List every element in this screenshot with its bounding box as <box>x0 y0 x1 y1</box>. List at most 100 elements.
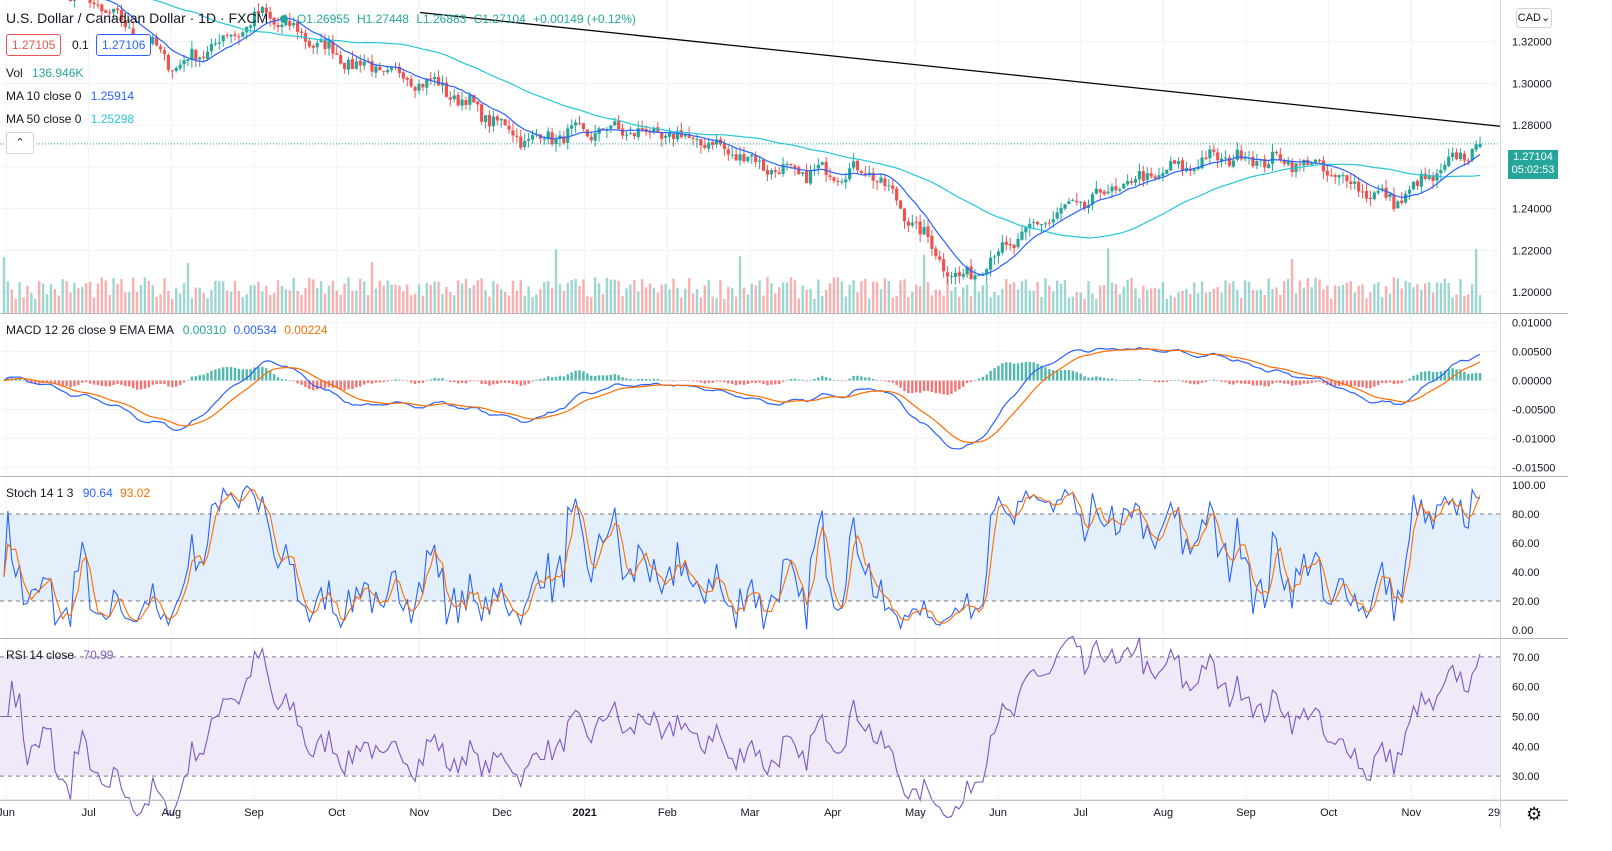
volume-bar <box>453 295 456 313</box>
candle-body <box>1427 175 1431 180</box>
volume-bar <box>159 294 162 313</box>
macd-histogram-bar <box>304 380 307 388</box>
macd-histogram-bar <box>225 366 229 381</box>
candle-body <box>182 60 186 65</box>
volume-bar <box>1204 292 1208 313</box>
macd-histogram-bar <box>871 378 875 381</box>
volume-bar <box>1275 287 1278 313</box>
macd-histogram-bar <box>582 371 585 381</box>
volume-bar <box>1337 286 1341 313</box>
currency-label: CAD <box>1517 12 1541 24</box>
volume-bar <box>53 289 57 313</box>
candle-body <box>1317 160 1322 162</box>
macd-histogram-bar <box>1388 380 1392 383</box>
volume-bar <box>1161 281 1165 313</box>
macd-legend[interactable]: MACD 12 26 close 9 EMA EMA 0.00310 0.005… <box>6 323 328 337</box>
sell-price-button[interactable]: 1.27105 <box>6 34 62 56</box>
volume-bar <box>601 294 605 313</box>
candle-body <box>754 155 758 163</box>
volume-bar <box>108 295 111 313</box>
volume-legend[interactable]: Vol 136.946K <box>6 66 83 80</box>
macd-histogram-bar <box>652 378 656 381</box>
macd-histogram-bar <box>1130 380 1133 381</box>
volume-bar <box>441 294 444 313</box>
volume-bar <box>1122 286 1125 313</box>
chevron-down-icon: ⌄ <box>1541 12 1551 24</box>
volume-bar <box>272 292 276 313</box>
candle-body <box>1368 197 1373 199</box>
volume-bar <box>26 285 29 313</box>
volume-bar <box>789 277 793 313</box>
volume-bar <box>77 288 80 313</box>
candle-body <box>1431 175 1435 182</box>
volume-bar <box>950 290 953 313</box>
volume-bar <box>488 296 491 313</box>
macd-histogram-bar <box>1224 380 1227 383</box>
macd-histogram-bar <box>907 380 910 394</box>
candle-body <box>871 172 875 181</box>
volume-bar <box>1048 285 1051 313</box>
macd-histogram-bar <box>339 380 342 390</box>
volume-bar <box>1263 295 1266 313</box>
volume-bar <box>507 295 511 313</box>
macd-histogram-bar <box>1447 369 1450 381</box>
chart-canvas[interactable]: 1.320001.300001.280001.260001.240001.220… <box>0 0 1568 828</box>
collapse-legend-button[interactable]: ⌃ <box>6 132 34 154</box>
candle-body <box>1298 164 1302 166</box>
macd-histogram-bar <box>45 380 49 383</box>
macd-histogram-bar <box>993 368 996 381</box>
volume-bar <box>1435 282 1439 313</box>
volume-bar <box>84 283 88 313</box>
macd-histogram-bar <box>178 380 182 385</box>
currency-button[interactable]: CAD⌄ <box>1516 8 1552 28</box>
macd-histogram-bar <box>1149 380 1153 382</box>
volume-bar <box>445 286 448 313</box>
ma10-legend[interactable]: MA 10 close 0 1.25914 <box>6 89 134 103</box>
candle-body <box>405 77 409 80</box>
macd-histogram-bar <box>194 376 198 381</box>
macd-histogram-bar <box>836 380 840 382</box>
candle-body <box>554 138 558 145</box>
candle-body <box>264 7 268 13</box>
candle-body <box>992 256 997 258</box>
candle-body <box>562 136 566 144</box>
macd-histogram-bar <box>805 380 808 382</box>
macd-histogram-bar <box>609 374 613 381</box>
macd-histogram-bar <box>1279 380 1282 383</box>
macd-histogram-bar <box>656 379 660 381</box>
volume-bar <box>672 278 675 313</box>
price-tick-label: 1.30000 <box>1512 78 1552 90</box>
buy-price-button[interactable]: 1.27106 <box>96 34 152 56</box>
volume-label: Vol <box>6 66 23 80</box>
candle-body <box>1329 175 1333 177</box>
candle-body <box>1169 160 1173 171</box>
price-tick-label: 1.22000 <box>1512 245 1552 257</box>
volume-bar <box>793 280 797 313</box>
rsi-legend[interactable]: RSI 14 close 70.99 <box>6 648 113 662</box>
candle-body <box>1235 149 1239 160</box>
volume-bar <box>1459 279 1462 313</box>
candle-body <box>1079 201 1083 203</box>
symbol-title[interactable]: U.S. Dollar / Canadian Dollar · 1D · FXC… <box>6 10 269 26</box>
macd-histogram-bar <box>887 380 891 383</box>
candle-body <box>855 160 860 171</box>
macd-histogram-bar <box>703 380 707 384</box>
macd-histogram-bar <box>758 380 761 383</box>
candle-body <box>1122 183 1126 189</box>
gear-icon[interactable]: ⚙ <box>1526 804 1543 824</box>
candle-body <box>1349 181 1353 185</box>
volume-bar <box>605 277 609 313</box>
candle-body <box>378 67 382 71</box>
macd-histogram-bar <box>331 380 335 388</box>
open-value: O1.26955 <box>296 12 350 26</box>
macd-histogram-bar <box>762 380 765 384</box>
candle-body <box>789 164 793 166</box>
stoch-legend[interactable]: Stoch 14 1 3 90.64 93.02 <box>6 486 150 500</box>
volume-bar <box>660 284 663 313</box>
macd-histogram-bar <box>1177 379 1180 381</box>
volume-bar <box>1032 290 1035 313</box>
volume-bar <box>1279 294 1282 313</box>
candle-body <box>174 67 178 71</box>
candle-body <box>452 95 456 100</box>
ma50-legend[interactable]: MA 50 close 0 1.25298 <box>6 112 134 126</box>
